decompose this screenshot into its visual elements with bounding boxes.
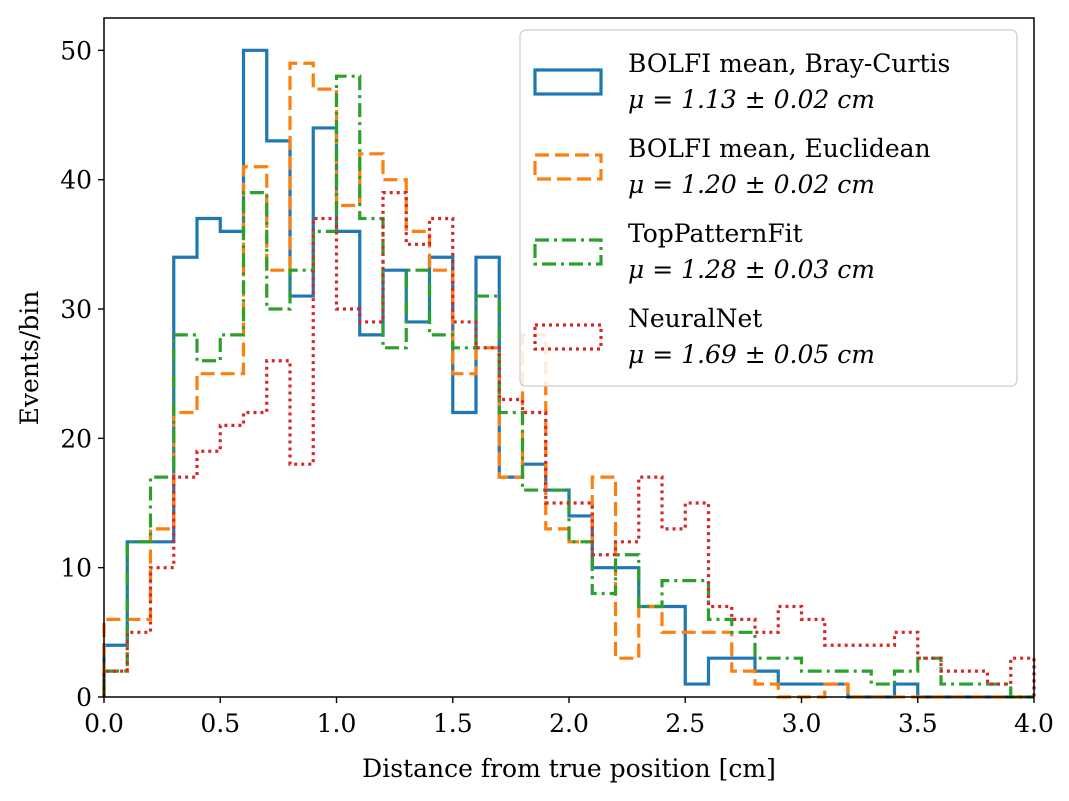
legend: BOLFI mean, Bray-Curtis μ = 1.13 ± 0.02 c… <box>519 29 1018 387</box>
x-axis-label: Distance from true position [cm] <box>362 754 776 783</box>
legend-swatch-bolfi-mean-euclidean <box>533 153 603 181</box>
series-toppatternfit-histogram <box>102 74 1034 699</box>
y-tick-label: 20 <box>60 424 92 453</box>
legend-box <box>519 29 1018 387</box>
x-tick-label: 0.5 <box>200 709 240 738</box>
legend-stat-bolfi-mean-euclidean: μ = 1.20 ± 0.02 cm <box>628 170 875 199</box>
x-tick-label: 0.0 <box>84 709 124 738</box>
y-axis: 0 10 20 30 40 50 <box>60 36 104 712</box>
legend-stat-toppatternfit: μ = 1.28 ± 0.03 cm <box>628 255 875 284</box>
y-axis-label: Events/bin <box>15 291 44 426</box>
legend-swatch-bolfi-mean-bray-curtis <box>533 68 603 96</box>
y-tick-label: 30 <box>60 295 92 324</box>
legend-label-toppatternfit: TopPatternFit <box>628 219 803 248</box>
series-neuralnet-histogram <box>102 191 1036 697</box>
legend-swatch-neuralnet <box>533 323 603 351</box>
x-tick-label: 1.5 <box>433 709 473 738</box>
legend-label-neuralnet: NeuralNet <box>628 304 762 333</box>
y-tick-label: 50 <box>60 36 92 65</box>
x-tick-label: 2.0 <box>549 709 589 738</box>
x-tick-label: 3.5 <box>898 709 938 738</box>
legend-label-bolfi-mean-bray-curtis: BOLFI mean, Bray-Curtis <box>628 49 950 78</box>
y-tick-label: 40 <box>60 166 92 195</box>
legend-label-bolfi-mean-euclidean: BOLFI mean, Euclidean <box>628 134 931 163</box>
legend-stat-bolfi-mean-bray-curtis: μ = 1.13 ± 0.02 cm <box>628 85 875 114</box>
x-tick-label: 1.0 <box>317 709 357 738</box>
y-tick-label: 10 <box>60 554 92 583</box>
legend-swatch-toppatternfit <box>533 238 603 266</box>
legend-stat-neuralnet: μ = 1.69 ± 0.05 cm <box>628 340 875 369</box>
series-layer <box>102 48 1036 699</box>
x-tick-label: 4.0 <box>1014 709 1054 738</box>
x-axis: 0.0 0.5 1.0 1.5 2.0 2.5 3.0 3.5 4.0 <box>84 697 1054 738</box>
x-tick-label: 3.0 <box>782 709 822 738</box>
legend-entries: BOLFI mean, Bray-Curtis μ = 1.13 ± 0.02 c… <box>533 49 950 369</box>
x-tick-label: 2.5 <box>665 709 705 738</box>
y-tick-label: 0 <box>76 683 92 712</box>
